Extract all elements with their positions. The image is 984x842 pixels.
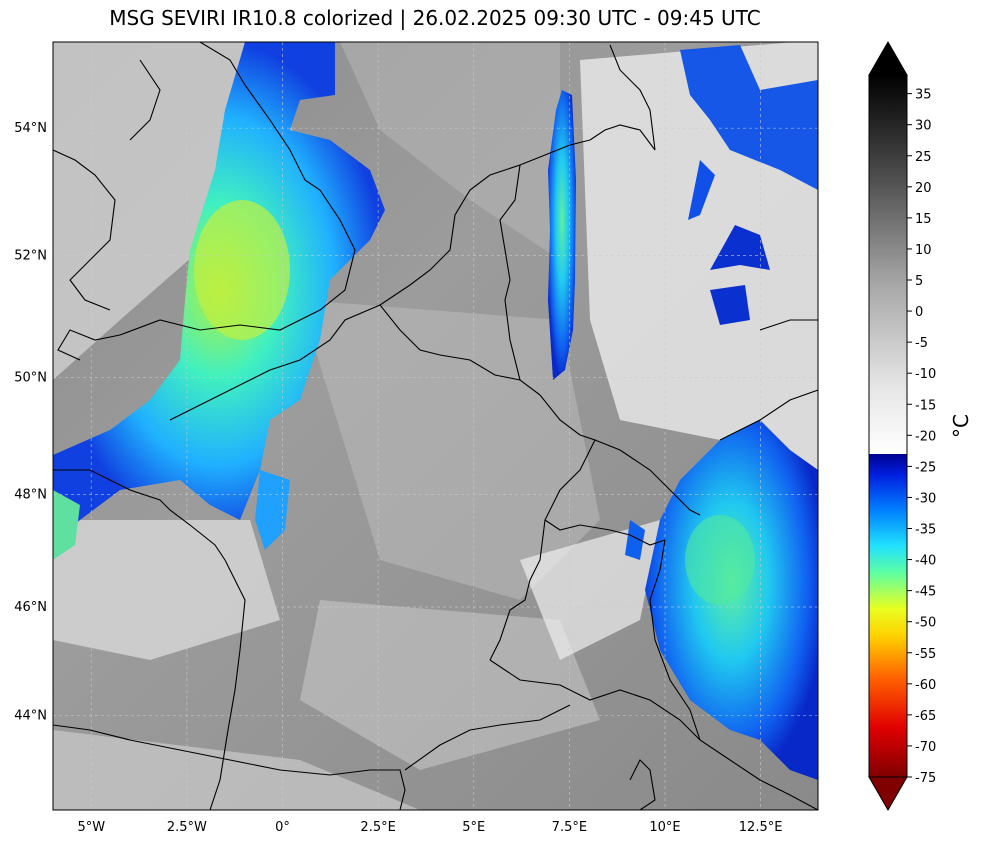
lat-tick-label: 44°N [14,708,47,723]
lon-tick-label: 12.5°E [739,820,783,835]
latitude-labels: 44°N 46°N 48°N 50°N 52°N 54°N [14,121,47,723]
colorbar-tick-label: -10 [915,367,936,382]
colorbar-tick-label: 15 [915,212,932,227]
longitude-labels: 5°W 2.5°W 0° 2.5°E 5°E 7.5°E 10°E 12.5°E [77,820,782,835]
colorbar-tick-label: -40 [915,554,936,569]
colorbar-gradient [868,74,908,778]
colorbar-tick-label: -5 [915,336,928,351]
colorbar-tick-label: 10 [915,243,932,258]
colorbar-label: °C [949,414,973,438]
colorbar-tick-label: -50 [915,616,936,631]
colorbar-extend-high [868,40,908,76]
cold-cloud-band [548,90,576,380]
colorbar-tick-label: -45 [915,585,936,600]
colorbar-tick-label: -60 [915,678,936,693]
colorbar-tick-label: -15 [915,398,936,413]
map-imagery [53,42,818,810]
colorbar-tick-label: 20 [915,181,932,196]
lat-tick-label: 50°N [14,371,47,386]
colorbar-tick-label: -70 [915,740,936,755]
coastlines [53,42,818,810]
lat-tick-label: 54°N [14,121,47,136]
colorbar-tick-label: -30 [915,491,936,506]
colorbar-ticks: 35 30 25 20 15 10 5 0 -5 -10 -15 -20 -25 -30 -35 -40 -45… [907,88,936,786]
colorbar-tick-label: -35 [915,523,936,538]
colorbar-tick-label: 35 [915,88,932,103]
lon-tick-label: 7.5°E [552,820,587,835]
map-frame [52,41,819,811]
lat-tick-label: 46°N [14,600,47,615]
lon-tick-label: 2.5°E [360,820,395,835]
colorbar-tick-label: -65 [915,709,936,724]
lon-tick-label: 0° [275,820,290,835]
lon-tick-label: 5°E [462,820,485,835]
colorbar-tick-label: -20 [915,429,936,444]
lat-tick-label: 52°N [14,249,47,264]
colorbar-tick-label: -55 [915,647,936,662]
colorbar-extend-low [868,776,908,812]
colorbar-tick-label: -75 [915,771,936,786]
colorbar-tick-label: 5 [915,274,923,289]
colorbar-tick-label: -25 [915,460,936,475]
colorbar-tick-label: 0 [915,305,923,320]
lon-tick-label: 5°W [77,820,105,835]
lat-tick-label: 48°N [14,487,47,502]
lon-tick-label: 10°E [649,820,680,835]
map-title: MSG SEVIRI IR10.8 colorized | 26.02.2025… [109,6,761,30]
colorbar-tick-label: 25 [915,150,932,165]
lon-tick-label: 2.5°W [167,820,207,835]
colorbar-tick-label: 30 [915,119,932,134]
